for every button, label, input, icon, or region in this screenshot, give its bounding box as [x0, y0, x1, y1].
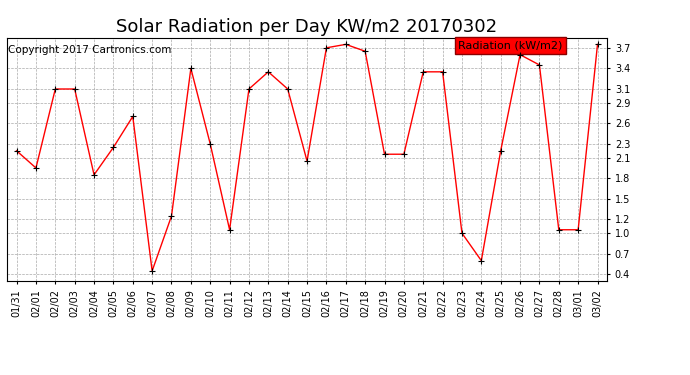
Text: Radiation (kW/m2): Radiation (kW/m2): [458, 40, 563, 50]
Title: Solar Radiation per Day KW/m2 20170302: Solar Radiation per Day KW/m2 20170302: [117, 18, 497, 36]
Text: Copyright 2017 Cartronics.com: Copyright 2017 Cartronics.com: [8, 45, 172, 55]
